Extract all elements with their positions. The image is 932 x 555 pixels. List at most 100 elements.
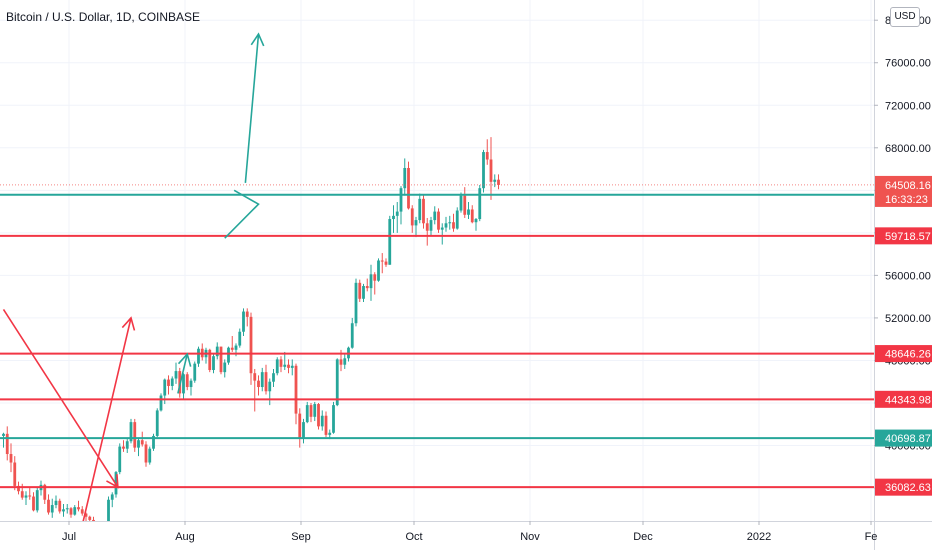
candle-body [470,209,474,223]
candle-body [305,405,309,423]
candle-body [365,286,369,289]
level-price-label-box [875,390,932,408]
candle-body [77,507,80,510]
candle-body [50,505,54,513]
candle-body [332,405,335,433]
candle-body [358,282,362,299]
candle-body [212,356,215,371]
candle-body [152,435,155,449]
last-price-countdown: 16:33:23 [885,194,928,206]
y-tick-label: 72000.00 [885,100,931,112]
trend-drawings [2,32,265,542]
candle-body [373,274,377,281]
candle-body [73,507,77,515]
candle-body [125,441,129,449]
candles [2,137,500,541]
trend-arrow[interactable] [77,317,132,542]
candle-body [478,188,482,220]
candle-body [17,485,20,492]
candle-body [437,211,440,230]
candle-body [189,380,193,388]
candle-body [159,395,163,411]
candle-body [182,374,185,394]
candle-body [242,311,245,332]
candle-body [2,433,5,436]
currency-button[interactable]: USD [890,7,920,27]
candle-body [298,413,302,439]
arrow-head [121,316,136,331]
candle-body [313,404,317,417]
candle-body [80,509,84,514]
candle-body [110,494,114,500]
candle-body [264,372,268,392]
arrow-head [177,352,192,367]
candle-body [294,365,298,414]
candle-body [140,440,144,445]
candle-body [238,331,242,346]
candle-body [433,211,437,221]
candle-body [88,516,92,520]
candle-body [5,433,9,455]
x-tick-label: Sep [291,531,311,543]
candle-body [287,364,290,368]
x-tick-label: Oct [405,531,422,543]
candle-body [339,359,343,365]
trend-arrow[interactable] [2,308,119,488]
symbol-title: Bitcoin / U.S. Dollar, 1D, COINBASE [6,10,201,24]
candle-body [47,499,50,513]
candle-body [320,415,324,427]
time-axis-background [0,522,874,550]
candle-body [485,152,489,160]
trend-arrow[interactable] [244,33,260,183]
candle-body [275,359,279,374]
arrow-head [106,474,119,489]
candle-body [234,345,238,350]
candle-body [328,432,332,435]
candle-body [388,219,392,265]
candle-body [429,220,433,231]
candle-body [62,509,65,512]
candle-body [384,261,388,265]
candle-body [362,286,365,299]
candle-body [257,380,260,388]
candle-body [268,381,272,392]
y-tick-label: 68000.00 [885,143,931,155]
candle-body [474,219,478,223]
y-tick-label: 56000.00 [885,270,931,282]
x-tick-label: Dec [633,531,653,543]
candle-body [399,188,403,212]
candle-body [197,348,200,364]
time-axis: Jul Aug Sep Oct Nov Dec 2022 Fe [0,521,932,550]
candle-body [245,311,249,317]
candle-body [414,220,418,226]
candle-body [167,379,170,386]
candle-body [377,260,380,281]
candle-body [107,499,110,528]
candle-body [425,223,429,231]
x-tick-label: 2022 [747,531,771,543]
candle-body [459,195,463,211]
trend-polyline[interactable] [224,189,260,239]
candle-body [497,179,500,185]
candle-body [467,209,470,215]
candle-body [290,365,294,368]
x-tick-label: Nov [520,531,540,543]
candle-body [369,274,373,289]
x-tick-label: Jul [62,531,76,543]
level-price-label-box [875,478,932,496]
trend-arrow[interactable] [177,353,189,394]
candle-body [283,364,287,367]
candle-body [35,490,39,511]
candle-body [440,227,444,230]
level-price-label: 48646.26 [885,349,931,361]
candle-body [302,422,305,439]
candle-body [69,508,73,515]
candle-body [249,316,253,374]
candle-body [223,362,227,373]
x-tick-label: Fe [865,531,878,543]
level-price-label-box [875,345,932,363]
candle-body [215,346,219,357]
candle-body [65,508,69,510]
